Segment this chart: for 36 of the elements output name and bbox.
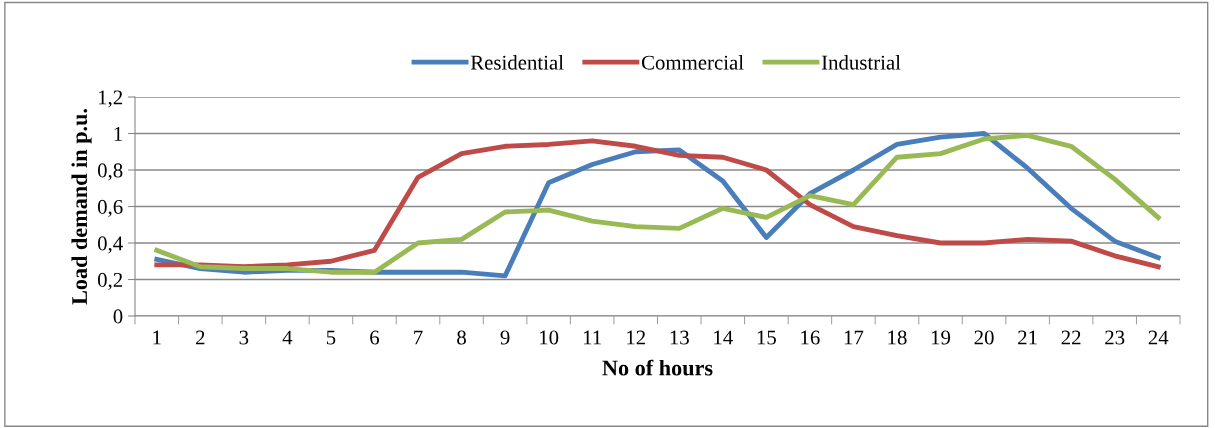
y-tick-label: 0,6 (97, 199, 123, 217)
legend-label: Commercial (641, 54, 744, 70)
x-tick-label: 18 (888, 330, 907, 345)
x-tick-label: 1 (153, 330, 161, 345)
x-tick-label: 3 (239, 330, 249, 345)
x-tick-label: 15 (757, 330, 776, 345)
x-tick-label: 4 (282, 330, 293, 345)
x-tick-label: 20 (974, 330, 994, 345)
y-tick-label: 1 (114, 126, 122, 141)
legend-label: Residential (470, 54, 564, 70)
x-tick-label: 10 (540, 330, 559, 345)
y-tick-label: 0,4 (97, 236, 123, 254)
x-tick-label: 6 (370, 330, 380, 345)
x-axis-title: No of hours (602, 359, 713, 376)
x-tick-label: 5 (326, 330, 336, 345)
x-tick-label: 21 (1018, 330, 1037, 345)
x-tick-label: 12 (627, 330, 645, 345)
y-axis-title: Load demand in p.u. (71, 108, 92, 305)
x-tick-label: 16 (801, 330, 820, 345)
legend-label: Industrial (821, 54, 901, 70)
y-tick-label: 0,8 (97, 163, 123, 181)
x-tick-label: 22 (1061, 330, 1081, 345)
x-tick-label: 2 (196, 330, 205, 345)
x-tick-label: 9 (500, 330, 510, 345)
x-tick-label: 13 (670, 330, 689, 345)
x-tick-label: 8 (457, 330, 466, 345)
x-tick-label: 19 (931, 330, 951, 345)
x-tick-label: 17 (844, 330, 864, 345)
y-tick-label: 1,2 (98, 90, 123, 108)
x-tick-label: 23 (1105, 330, 1125, 345)
x-tick-label: 7 (414, 330, 423, 345)
y-tick-label: 0 (113, 309, 123, 324)
x-tick-label: 14 (714, 330, 733, 345)
x-tick-label: 24 (1148, 330, 1169, 345)
y-tick-label: 0,2 (97, 272, 123, 290)
x-tick-label: 11 (583, 330, 601, 345)
